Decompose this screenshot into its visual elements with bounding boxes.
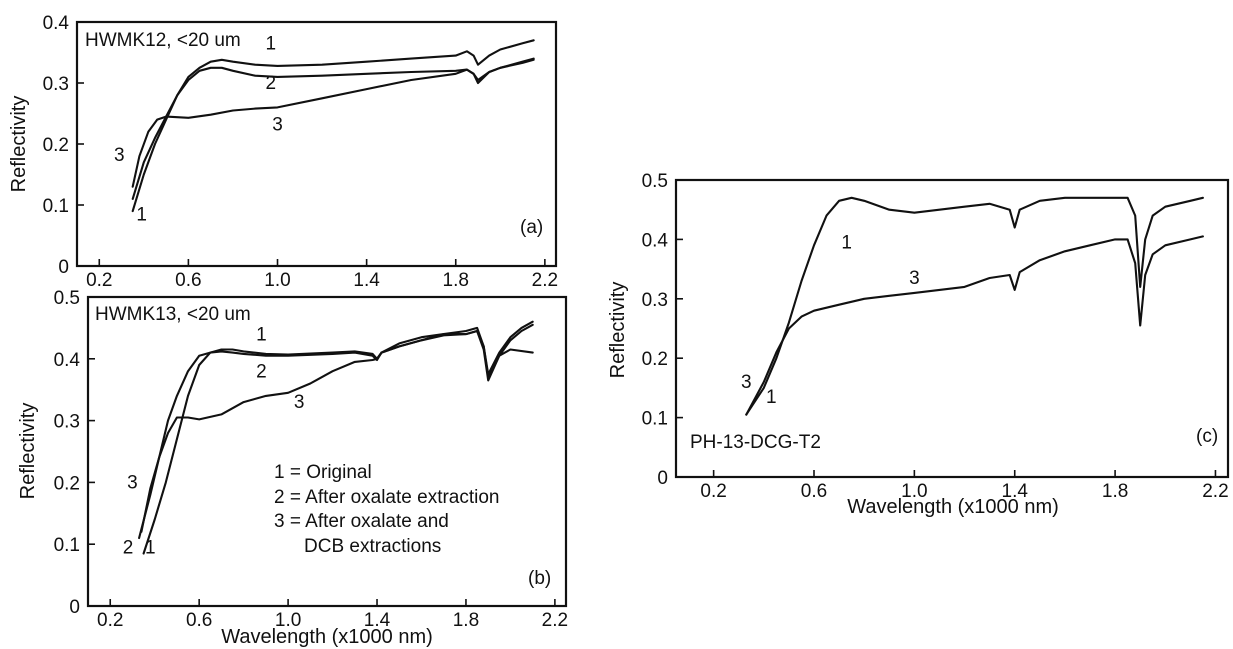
panel-b-ytick-label: 0.4 [54, 350, 81, 371]
panel-a-ytick-label: 0 [58, 257, 69, 278]
panel-c-ytick-label: 0.4 [642, 230, 669, 251]
panel-c-ytick-label: 0.5 [642, 171, 668, 192]
panel-a-curve-label: 3 [114, 145, 125, 166]
legend-line-dcb: DCB extractions [304, 536, 441, 557]
panel-a-ytick-label: 0.3 [43, 74, 69, 95]
panel-b-xlabel: Wavelength (x1000 nm) [221, 626, 433, 648]
panel-a-series-1 [131, 39, 535, 213]
panel-c-xtick-label: 0.6 [801, 481, 827, 502]
panel-c-curve-label: 3 [741, 372, 752, 393]
panel-a-xtick-label: 1.8 [443, 270, 469, 291]
panel-b-series-3 [140, 320, 534, 533]
panel-a-xtick-label: 1.4 [353, 270, 380, 291]
panel-c-xtick-label: 1.8 [1102, 481, 1128, 502]
panel-c-title: PH-13-DCG-T2 [690, 432, 821, 453]
panel-c-xtick-label: 2.2 [1202, 481, 1228, 502]
panel-c-ylabel: Reflectivity [607, 282, 629, 379]
panel-c-ytick-label: 0.1 [642, 409, 668, 430]
panel-b-ytick-label: 0.1 [54, 535, 80, 556]
panel-c-ticks: 0.2 0.6 1.0 1.4 1.8 2.2 0 0.1 0.2 0.3 0.4 0.5 [642, 171, 1229, 502]
panel-c-curve-label: 1 [841, 232, 852, 253]
panel-b-xtick-label: 0.6 [186, 610, 212, 631]
panel-c-label: (c) [1196, 426, 1218, 447]
panel-c-ytick-label: 0.2 [642, 349, 668, 370]
panel-a-curves [131, 39, 535, 213]
panel-c-series-1 [745, 196, 1204, 416]
panel-b-curve-label: 2 [256, 361, 267, 382]
panel-b-xtick-label: 2.2 [542, 610, 568, 631]
panel-a-title: HWMK12, <20 um [85, 30, 241, 51]
panel-a-xtick-label: 0.2 [86, 270, 112, 291]
panel-a-ytick-label: 0.2 [43, 135, 69, 156]
panel-c-ytick-label: 0.3 [642, 290, 668, 311]
panel-b-ticks: 0.2 0.6 1.0 1.4 1.8 2.2 0 0.1 0.2 0.3 0.4 0.5 [54, 288, 569, 631]
panel-b-curve-label: 3 [294, 392, 305, 413]
panel-b-label: (b) [528, 568, 551, 589]
panel-c-series-3 [745, 235, 1204, 416]
panel-c-xlabel: Wavelength (x1000 nm) [847, 496, 1059, 518]
panel-c-ytick-label: 0 [657, 468, 668, 489]
panel-b-curve-label: 1 [145, 537, 156, 558]
panel-c-curve-label: 1 [766, 387, 777, 408]
panel-b-curves [138, 320, 534, 555]
panel-a-series-3 [131, 57, 535, 188]
panel-c-frame [674, 178, 1230, 479]
panel-b-ytick-label: 0 [69, 597, 80, 618]
legend-line-original: 1 = Original [274, 462, 372, 483]
panel-b-ylabel: Reflectivity [17, 403, 39, 500]
panel-a-xtick-label: 0.6 [175, 270, 201, 291]
panel-a-xtick-label: 2.2 [532, 270, 558, 291]
panel-a-curve-label: 1 [266, 33, 277, 54]
panel-c-xtick-label: 1.4 [1002, 481, 1029, 502]
panel-b-title: HWMK13, <20 um [95, 304, 251, 325]
panel-c-xtick-label: 0.2 [700, 481, 726, 502]
legend-line-oxalate-dcb: 3 = After oxalate and [274, 511, 449, 532]
panel-a-xtick-label: 1.0 [264, 270, 290, 291]
panel-b-xtick-label: 0.2 [97, 610, 123, 631]
panel-b-xtick-label: 1.4 [364, 610, 391, 631]
panel-c-curve-label: 3 [909, 268, 920, 289]
panel-a-ylabel: Reflectivity [8, 96, 30, 193]
panel-b: 0.2 0.6 1.0 1.4 1.8 2.200.10.20.30.40.5 12332… [17, 288, 568, 648]
panel-b-curve-label: 3 [127, 473, 138, 494]
panel-a-ticks: 0.2 0.6 1.0 1.4 1.8 2.2 0 0.1 0.2 0.3 0.4 [43, 13, 558, 291]
panel-c-curves [745, 196, 1204, 416]
panel-a-curve-label: 1 [136, 204, 147, 225]
panel-a-curve-label: 2 [266, 73, 277, 94]
panel-a-series-2 [131, 58, 535, 200]
panel-a-label: (a) [520, 217, 543, 238]
panel-a-ytick-label: 0.4 [43, 13, 70, 34]
panel-b-curve-label: 1 [256, 324, 267, 345]
panel-b-curve-label: 2 [123, 537, 134, 558]
panel-b-xtick-label: 1.0 [275, 610, 301, 631]
panel-b-xtick-label: 1.8 [453, 610, 479, 631]
panel-a-curve-label: 3 [272, 115, 283, 136]
panel-b-frame [86, 295, 568, 608]
panel-a-annotations: 1 2 3 3 1 [114, 33, 283, 225]
panel-b-ytick-label: 0.3 [54, 412, 80, 433]
panel-c: 0.2 0.6 1.0 1.4 1.8 2.200.10.20.30.40.5 1331 … [607, 171, 1230, 518]
legend-line-oxalate: 2 = After oxalate extraction [274, 487, 500, 508]
panel-a-ytick-label: 0.1 [43, 196, 69, 217]
panel-a: 0.2 0.6 1.0 1.4 1.8 2.2 0 0.1 0.2 0.3 0.4 1 2 3 3 1 HW… [8, 13, 558, 291]
panel-b-ytick-label: 0.5 [54, 288, 80, 309]
panel-b-ytick-label: 0.2 [54, 473, 80, 494]
panel-c-xtick-label: 1.0 [901, 481, 927, 502]
panel-b-legend: 1 = Original 2 = After oxalate extractio… [274, 462, 500, 557]
